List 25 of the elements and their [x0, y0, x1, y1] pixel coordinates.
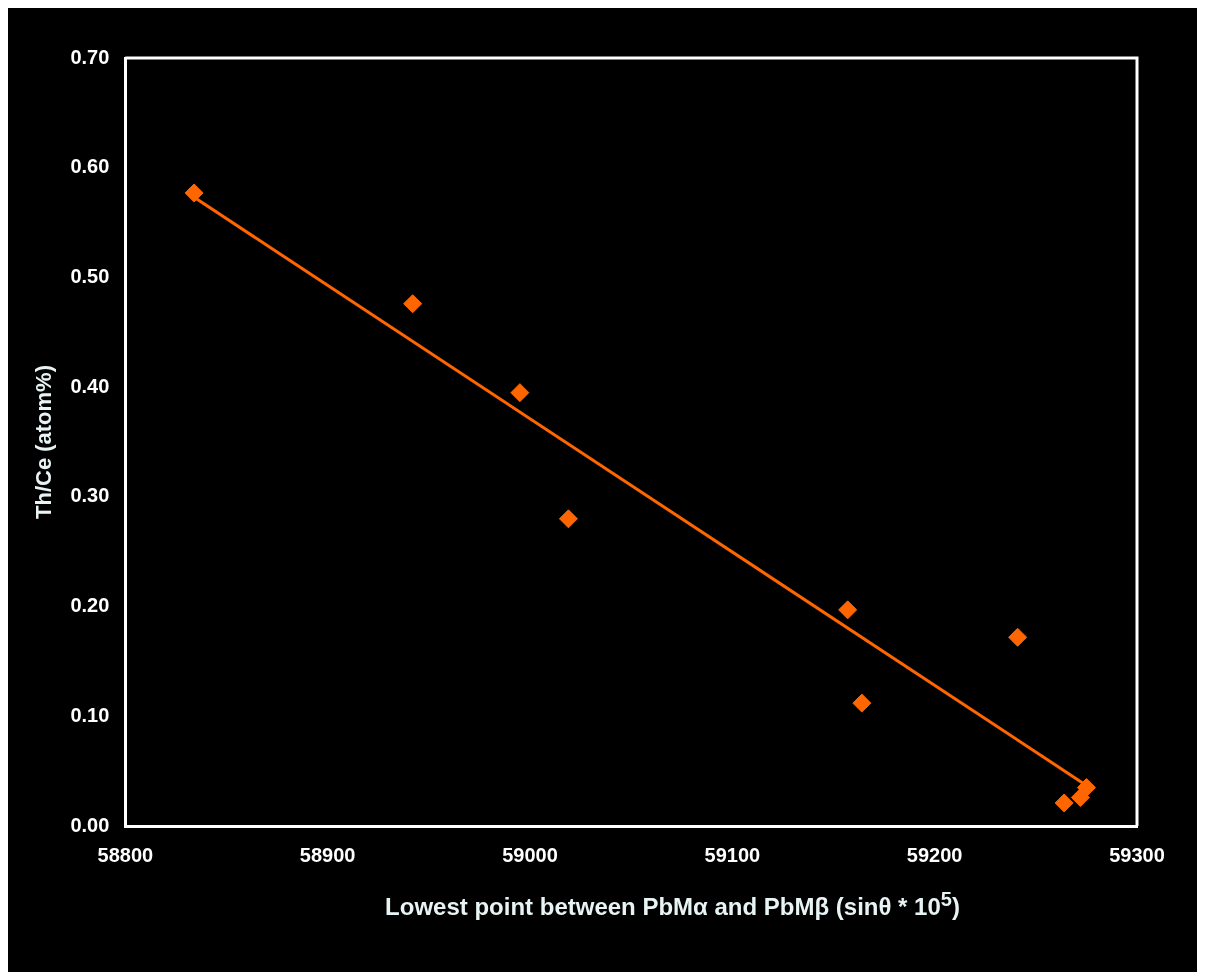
- y-tick-label: 0.50: [70, 264, 110, 287]
- x-tick-label: 58800: [97, 843, 154, 866]
- x-axis-title: Lowest point between PbMα and PbMβ (sinθ * 10$^{5}$): [384, 888, 961, 921]
- y-axis-title: Th/Ce (atom%): [31, 365, 57, 519]
- y-tick-label: 0.30: [70, 484, 110, 507]
- y-tick-label: 0.20: [70, 594, 110, 617]
- y-tick-label: 0.40: [70, 374, 110, 397]
- point: [510, 383, 530, 403]
- y-tick-label: 0.10: [70, 703, 110, 726]
- x-tick-label: 59100: [704, 843, 761, 866]
- x-tick-label: 59300: [1109, 843, 1165, 866]
- point: [184, 183, 204, 203]
- point: [1008, 627, 1028, 647]
- x-tick-label: 59200: [906, 843, 963, 866]
- x-tick-label: 59000: [502, 843, 558, 866]
- y-tick-label: 0.70: [70, 45, 110, 68]
- point: [852, 693, 872, 713]
- point: [558, 509, 578, 529]
- y-tick-label: 0.00: [70, 813, 110, 836]
- y-tick-label: 0.60: [70, 155, 110, 178]
- x-tick-label: 58900: [299, 843, 356, 866]
- point: [1076, 778, 1096, 798]
- point: [1054, 793, 1074, 813]
- point: [838, 600, 858, 620]
- point: [403, 294, 423, 314]
